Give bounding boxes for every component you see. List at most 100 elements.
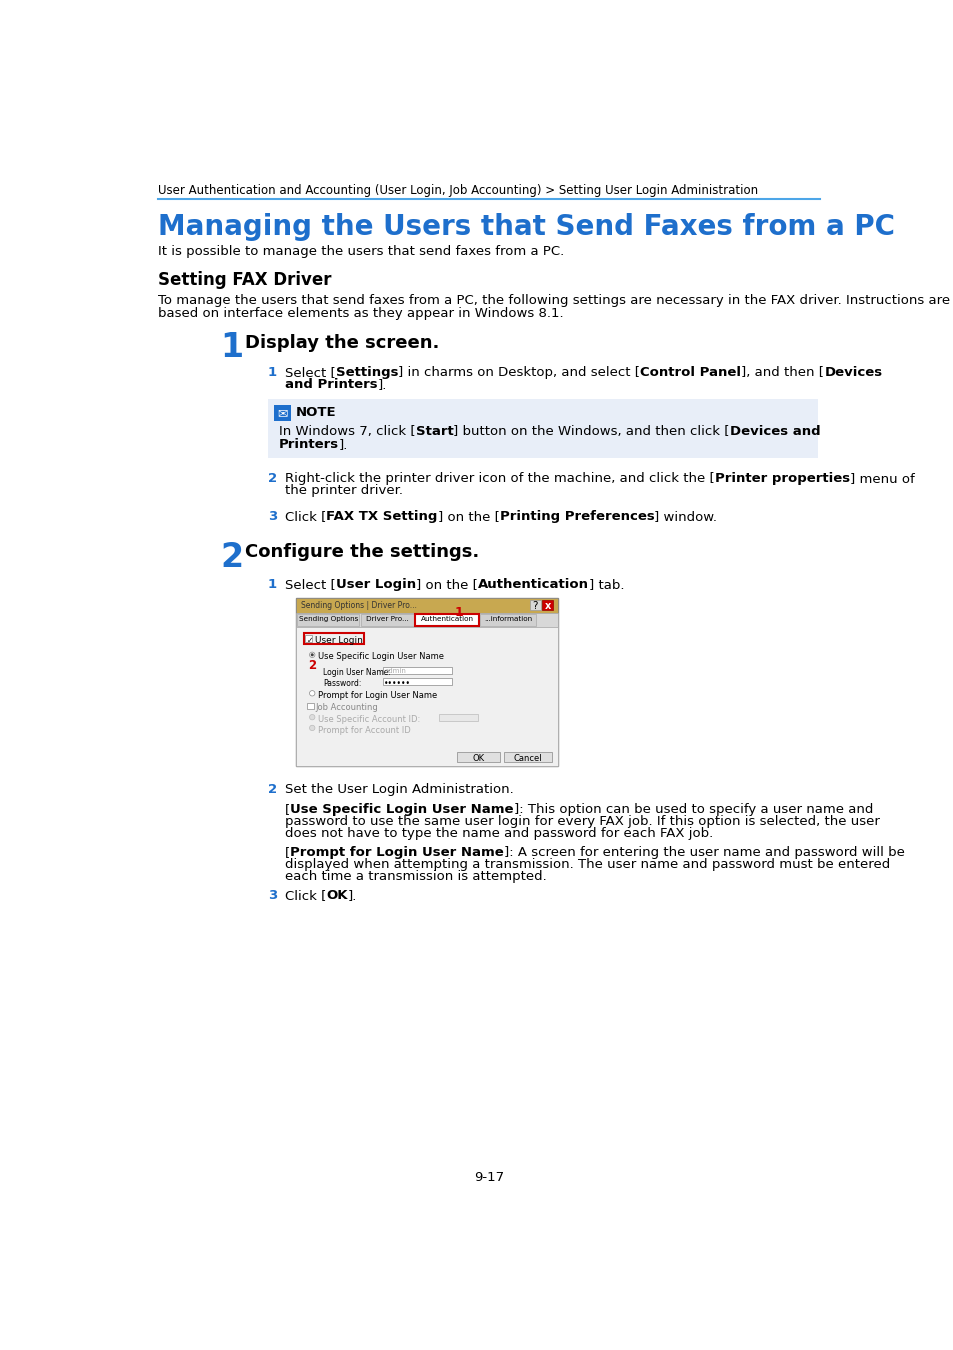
FancyBboxPatch shape [274, 405, 291, 421]
Text: ] tab.: ] tab. [588, 578, 623, 591]
Text: ] on the [: ] on the [ [437, 510, 499, 522]
Text: User Login: User Login [314, 636, 362, 644]
FancyBboxPatch shape [503, 752, 551, 761]
Text: [: [ [285, 845, 290, 859]
Text: 1: 1 [268, 366, 277, 379]
Text: 2: 2 [268, 471, 277, 485]
Text: based on interface elements as they appear in Windows 8.1.: based on interface elements as they appe… [158, 306, 563, 320]
Text: Setting FAX Driver: Setting FAX Driver [158, 271, 331, 289]
Text: ✉: ✉ [277, 406, 288, 420]
Text: 3: 3 [268, 510, 277, 522]
FancyBboxPatch shape [295, 598, 558, 613]
Circle shape [311, 653, 314, 656]
Text: ] window.: ] window. [654, 510, 717, 522]
Text: ].: ]. [377, 378, 387, 392]
Circle shape [309, 652, 314, 657]
Text: 2: 2 [220, 541, 243, 574]
Text: 2: 2 [268, 783, 277, 795]
FancyBboxPatch shape [530, 601, 540, 610]
Text: Password:: Password: [323, 679, 361, 687]
Text: x: x [544, 601, 551, 612]
Text: ] button on the Windows, and then click [: ] button on the Windows, and then click … [453, 425, 729, 439]
Text: ] on the [: ] on the [ [416, 578, 477, 591]
FancyBboxPatch shape [307, 702, 314, 710]
Text: ]: This option can be used to specify a user name and: ]: This option can be used to specify a … [514, 803, 872, 815]
Text: Click [: Click [ [285, 888, 326, 902]
Text: OK: OK [473, 755, 484, 763]
Text: ?: ? [532, 601, 537, 612]
Text: Use Specific Account ID:: Use Specific Account ID: [317, 716, 419, 724]
Text: ✓: ✓ [306, 636, 313, 644]
Text: Printers: Printers [278, 437, 338, 451]
Text: ].: ]. [338, 437, 348, 451]
Text: Right-click the printer driver icon of the machine, and click the [: Right-click the printer driver icon of t… [285, 471, 714, 485]
Text: Driver Pro...: Driver Pro... [366, 617, 408, 622]
Text: 2: 2 [308, 659, 316, 672]
Text: Cancel: Cancel [513, 755, 541, 763]
Text: In Windows 7, click [: In Windows 7, click [ [278, 425, 416, 439]
Text: OK: OK [326, 888, 348, 902]
FancyBboxPatch shape [480, 614, 536, 626]
FancyBboxPatch shape [382, 678, 452, 684]
Text: Devices: Devices [823, 366, 882, 379]
Text: 1: 1 [268, 578, 277, 591]
Text: Control Panel: Control Panel [639, 366, 740, 379]
FancyBboxPatch shape [268, 400, 818, 458]
Circle shape [309, 725, 314, 730]
Text: 1: 1 [455, 606, 463, 618]
Text: Use Specific Login User Name: Use Specific Login User Name [290, 803, 514, 815]
Text: [: [ [285, 803, 290, 815]
Text: Configure the settings.: Configure the settings. [245, 543, 478, 562]
Text: ] menu of: ] menu of [849, 471, 914, 485]
Text: Managing the Users that Send Faxes from a PC: Managing the Users that Send Faxes from … [158, 213, 894, 240]
Text: ], and then [: ], and then [ [740, 366, 823, 379]
Text: Printing Preferences: Printing Preferences [499, 510, 654, 522]
FancyBboxPatch shape [305, 634, 312, 641]
Text: Devices and: Devices and [729, 425, 820, 439]
Text: Sending Options | Driver Pro...: Sending Options | Driver Pro... [300, 601, 416, 610]
Text: Authentication: Authentication [477, 578, 588, 591]
Circle shape [309, 691, 314, 697]
FancyBboxPatch shape [415, 614, 478, 626]
Text: ].: ]. [348, 888, 357, 902]
Text: Set the User Login Administration.: Set the User Login Administration. [285, 783, 514, 795]
Text: Use Specific Login User Name: Use Specific Login User Name [317, 652, 443, 662]
Text: Printer properties: Printer properties [714, 471, 849, 485]
Text: NOTE: NOTE [295, 406, 336, 418]
Text: 1: 1 [220, 331, 243, 364]
Text: Click [: Click [ [285, 510, 326, 522]
Text: Prompt for Account ID: Prompt for Account ID [317, 726, 410, 734]
Text: FAX TX Setting: FAX TX Setting [326, 510, 437, 522]
Text: displayed when attempting a transmission. The user name and password must be ent: displayed when attempting a transmission… [285, 859, 889, 871]
Text: ...information: ...information [484, 617, 532, 622]
Text: Display the screen.: Display the screen. [245, 333, 438, 352]
Text: User Authentication and Accounting (User Login, Job Accounting) > Setting User L: User Authentication and Accounting (User… [158, 184, 758, 197]
FancyBboxPatch shape [295, 598, 558, 765]
Text: the printer driver.: the printer driver. [285, 483, 403, 497]
Text: 9-17: 9-17 [474, 1170, 503, 1184]
Text: password to use the same user login for every FAX job. If this option is selecte: password to use the same user login for … [285, 815, 879, 828]
FancyBboxPatch shape [297, 614, 359, 626]
FancyBboxPatch shape [456, 752, 499, 761]
FancyBboxPatch shape [439, 714, 477, 721]
Text: Settings: Settings [335, 366, 398, 379]
Text: Login User Name:: Login User Name: [323, 668, 391, 676]
Text: Job Accounting: Job Accounting [315, 703, 377, 713]
Text: and Printers: and Printers [285, 378, 377, 392]
Text: Authentication: Authentication [420, 617, 473, 622]
Text: Select [: Select [ [285, 578, 335, 591]
Text: Prompt for Login User Name: Prompt for Login User Name [290, 845, 503, 859]
Text: ] in charms on Desktop, and select [: ] in charms on Desktop, and select [ [398, 366, 639, 379]
Text: Select [: Select [ [285, 366, 335, 379]
Text: each time a transmission is attempted.: each time a transmission is attempted. [285, 871, 546, 883]
FancyBboxPatch shape [542, 601, 553, 610]
Text: ]: A screen for entering the user name and password will be: ]: A screen for entering the user name a… [503, 845, 904, 859]
FancyBboxPatch shape [360, 614, 414, 626]
Text: Start: Start [416, 425, 453, 439]
FancyBboxPatch shape [382, 667, 452, 674]
Circle shape [309, 714, 314, 720]
Text: To manage the users that send faxes from a PC, the following settings are necess: To manage the users that send faxes from… [158, 294, 949, 308]
Text: ••••••: •••••• [384, 679, 411, 687]
FancyBboxPatch shape [295, 613, 558, 628]
Text: User Login: User Login [335, 578, 416, 591]
